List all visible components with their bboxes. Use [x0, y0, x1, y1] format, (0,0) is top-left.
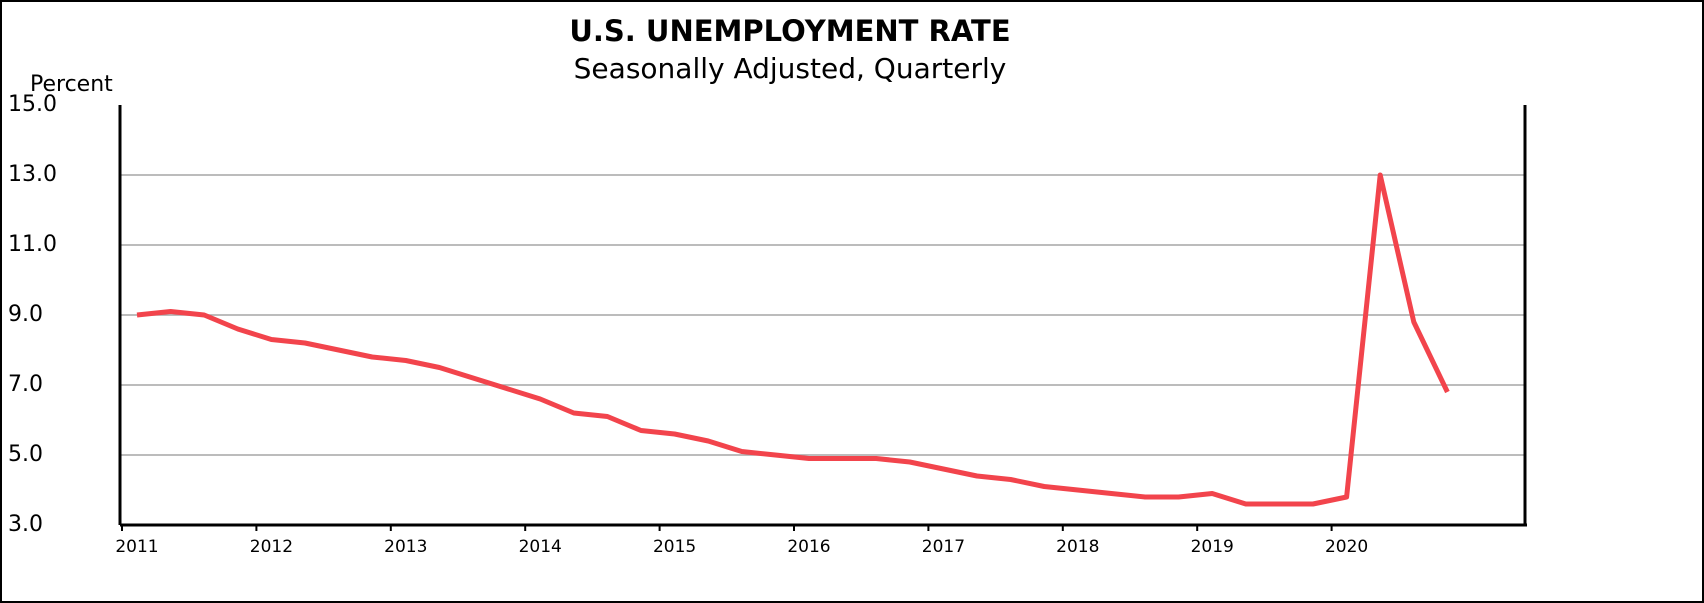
y-tick-label: 5.0 — [8, 442, 43, 467]
y-axis-label: Percent — [30, 72, 113, 97]
x-tick-label: 2020 — [1325, 537, 1368, 557]
x-tick-label: 2019 — [1191, 537, 1234, 557]
y-tick-label: 3.0 — [8, 512, 43, 537]
x-tick-label: 2016 — [787, 537, 830, 557]
chart-subtitle: Seasonally Adjusted, Quarterly — [574, 52, 1007, 85]
x-tick-label: 2018 — [1056, 537, 1099, 557]
data-line — [136, 172, 1450, 507]
chart-title: U.S. UNEMPLOYMENT RATE — [569, 14, 1010, 48]
x-tick-label: 2015 — [653, 537, 696, 557]
x-tick-label: 2013 — [384, 537, 427, 557]
x-tick-label: 2011 — [115, 537, 158, 557]
x-tick-label: 2017 — [922, 537, 965, 557]
y-tick-label: 11.0 — [8, 232, 57, 257]
y-tick-label: 15.0 — [8, 92, 57, 117]
x-tick-label: 2014 — [519, 537, 562, 557]
y-tick-label: 7.0 — [8, 372, 43, 397]
y-tick-label: 9.0 — [8, 302, 43, 327]
x-tick-label: 2012 — [250, 537, 293, 557]
y-tick-label: 13.0 — [8, 162, 57, 187]
